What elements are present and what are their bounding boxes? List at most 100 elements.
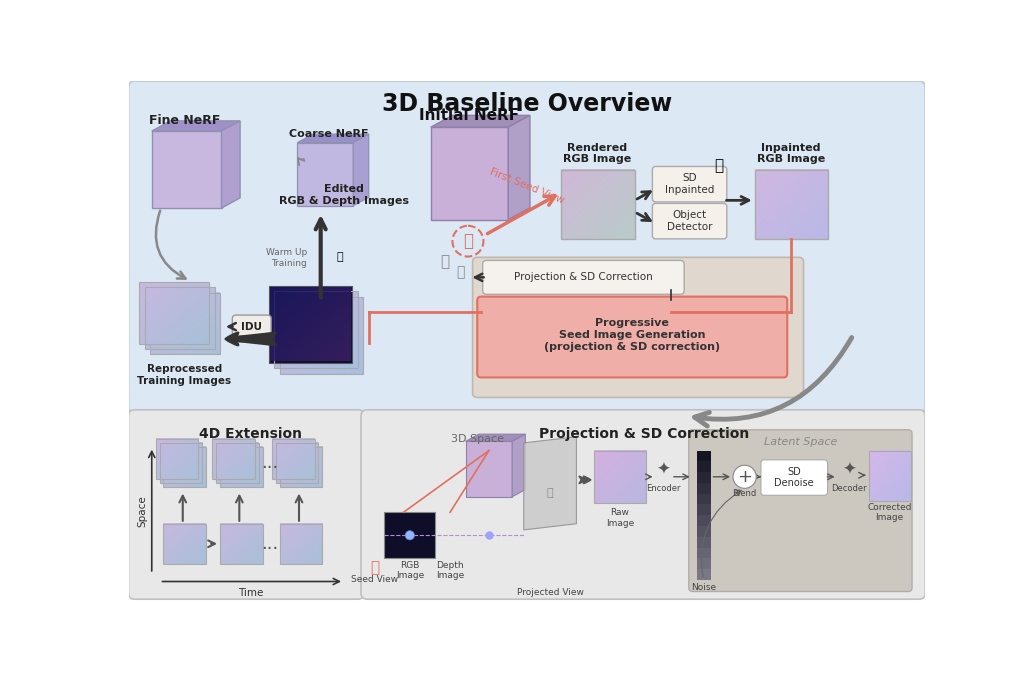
Text: Reprocessed
Training Images: Reprocessed Training Images bbox=[137, 364, 231, 386]
Text: Decoder: Decoder bbox=[832, 484, 867, 493]
Text: Projection & SD Correction: Projection & SD Correction bbox=[539, 427, 749, 441]
Bar bbox=[697, 515, 710, 526]
Text: 3D Space: 3D Space bbox=[450, 433, 504, 443]
Bar bbox=[163, 524, 206, 564]
FancyArrowPatch shape bbox=[695, 338, 852, 426]
Text: Time: Time bbox=[238, 588, 263, 597]
FancyBboxPatch shape bbox=[483, 261, 685, 294]
Text: Warm Up
Training: Warm Up Training bbox=[265, 248, 306, 268]
Text: IDU: IDU bbox=[242, 321, 262, 331]
Bar bbox=[140, 282, 209, 344]
Polygon shape bbox=[508, 115, 530, 219]
Text: Latent Space: Latent Space bbox=[764, 437, 837, 447]
FancyBboxPatch shape bbox=[653, 167, 727, 202]
Bar bbox=[274, 291, 358, 368]
Text: 🐚: 🐚 bbox=[370, 560, 379, 575]
Text: Rendered
RGB Image: Rendered RGB Image bbox=[563, 142, 631, 164]
Text: 🏺: 🏺 bbox=[336, 252, 342, 261]
Polygon shape bbox=[431, 115, 530, 127]
Bar bbox=[697, 493, 710, 504]
Text: Raw
Image: Raw Image bbox=[605, 508, 634, 528]
Text: Progressive
Seed Image Generation
(projection & SD correction): Progressive Seed Image Generation (proje… bbox=[544, 319, 721, 352]
Bar bbox=[697, 472, 710, 483]
Bar bbox=[280, 524, 322, 564]
Polygon shape bbox=[152, 121, 241, 131]
FancyBboxPatch shape bbox=[653, 203, 727, 239]
Polygon shape bbox=[523, 437, 577, 530]
Text: Initial NeRF: Initial NeRF bbox=[419, 109, 519, 124]
Text: Blend: Blend bbox=[733, 489, 757, 498]
Bar bbox=[220, 447, 262, 487]
Circle shape bbox=[733, 465, 757, 488]
Text: 3D Baseline Overview: 3D Baseline Overview bbox=[381, 92, 672, 116]
Polygon shape bbox=[152, 131, 221, 208]
Text: Projection & SD Correction: Projection & SD Correction bbox=[514, 272, 653, 282]
Text: RGB
Image: RGB Image bbox=[396, 561, 424, 580]
Text: 🐚: 🐚 bbox=[463, 232, 473, 250]
Polygon shape bbox=[466, 441, 512, 497]
FancyBboxPatch shape bbox=[128, 81, 925, 413]
FancyBboxPatch shape bbox=[361, 410, 925, 599]
Text: 4D Extension: 4D Extension bbox=[199, 427, 302, 441]
Text: Coarse NeRF: Coarse NeRF bbox=[289, 129, 368, 139]
Polygon shape bbox=[354, 134, 369, 206]
Bar bbox=[159, 443, 203, 483]
Text: SD
Inpainted: SD Inpainted bbox=[665, 173, 714, 195]
FancyBboxPatch shape bbox=[232, 315, 271, 338]
Bar bbox=[697, 504, 710, 515]
Bar bbox=[212, 439, 255, 479]
Bar bbox=[216, 443, 259, 483]
Bar bbox=[268, 286, 353, 363]
Text: SD
Denoise: SD Denoise bbox=[774, 466, 814, 488]
Text: Inpainted
RGB Image: Inpainted RGB Image bbox=[757, 142, 825, 164]
Text: Seed View: Seed View bbox=[352, 575, 399, 585]
Polygon shape bbox=[466, 434, 525, 441]
Bar bbox=[155, 439, 198, 479]
Text: Object
Detector: Object Detector bbox=[667, 211, 712, 232]
Bar bbox=[280, 296, 363, 373]
FancyBboxPatch shape bbox=[473, 257, 804, 398]
Polygon shape bbox=[297, 142, 354, 206]
Text: 🐚: 🐚 bbox=[440, 254, 449, 269]
Polygon shape bbox=[431, 127, 508, 219]
Bar bbox=[697, 547, 710, 558]
Text: ✦: ✦ bbox=[842, 461, 856, 479]
Text: Space: Space bbox=[137, 495, 147, 526]
Polygon shape bbox=[512, 434, 525, 497]
Text: Depth
Image: Depth Image bbox=[436, 561, 465, 580]
Text: ...: ... bbox=[261, 454, 279, 472]
FancyArrowPatch shape bbox=[156, 211, 185, 279]
FancyBboxPatch shape bbox=[128, 410, 364, 599]
FancyBboxPatch shape bbox=[689, 430, 912, 591]
Bar bbox=[869, 451, 911, 501]
Text: Projected View: Projected View bbox=[517, 588, 584, 597]
Bar bbox=[271, 439, 315, 479]
Polygon shape bbox=[221, 121, 241, 208]
Bar bbox=[593, 451, 647, 503]
Text: ...: ... bbox=[261, 535, 279, 553]
Bar bbox=[697, 526, 710, 537]
Polygon shape bbox=[297, 134, 369, 142]
Bar bbox=[163, 447, 206, 487]
Bar bbox=[384, 512, 435, 558]
Text: 🐚: 🐚 bbox=[547, 488, 553, 498]
Text: First Seed View: First Seed View bbox=[488, 167, 565, 206]
Bar bbox=[755, 169, 829, 239]
Text: 🖌: 🖌 bbox=[714, 158, 724, 173]
Bar bbox=[276, 443, 319, 483]
Text: ✦: ✦ bbox=[656, 461, 670, 479]
FancyBboxPatch shape bbox=[477, 296, 787, 377]
Text: Encoder: Encoder bbox=[646, 484, 681, 493]
FancyArrowPatch shape bbox=[701, 491, 741, 577]
Text: +: + bbox=[737, 468, 752, 486]
Bar bbox=[697, 537, 710, 547]
Text: Fine NeRF: Fine NeRF bbox=[149, 114, 220, 127]
Bar bbox=[697, 569, 710, 580]
Bar bbox=[145, 288, 215, 349]
Circle shape bbox=[405, 531, 414, 540]
Text: 🐚: 🐚 bbox=[456, 265, 465, 279]
Bar bbox=[220, 524, 262, 564]
Bar bbox=[561, 169, 634, 239]
Bar bbox=[697, 462, 710, 472]
Text: Corrected
Image: Corrected Image bbox=[868, 503, 912, 522]
